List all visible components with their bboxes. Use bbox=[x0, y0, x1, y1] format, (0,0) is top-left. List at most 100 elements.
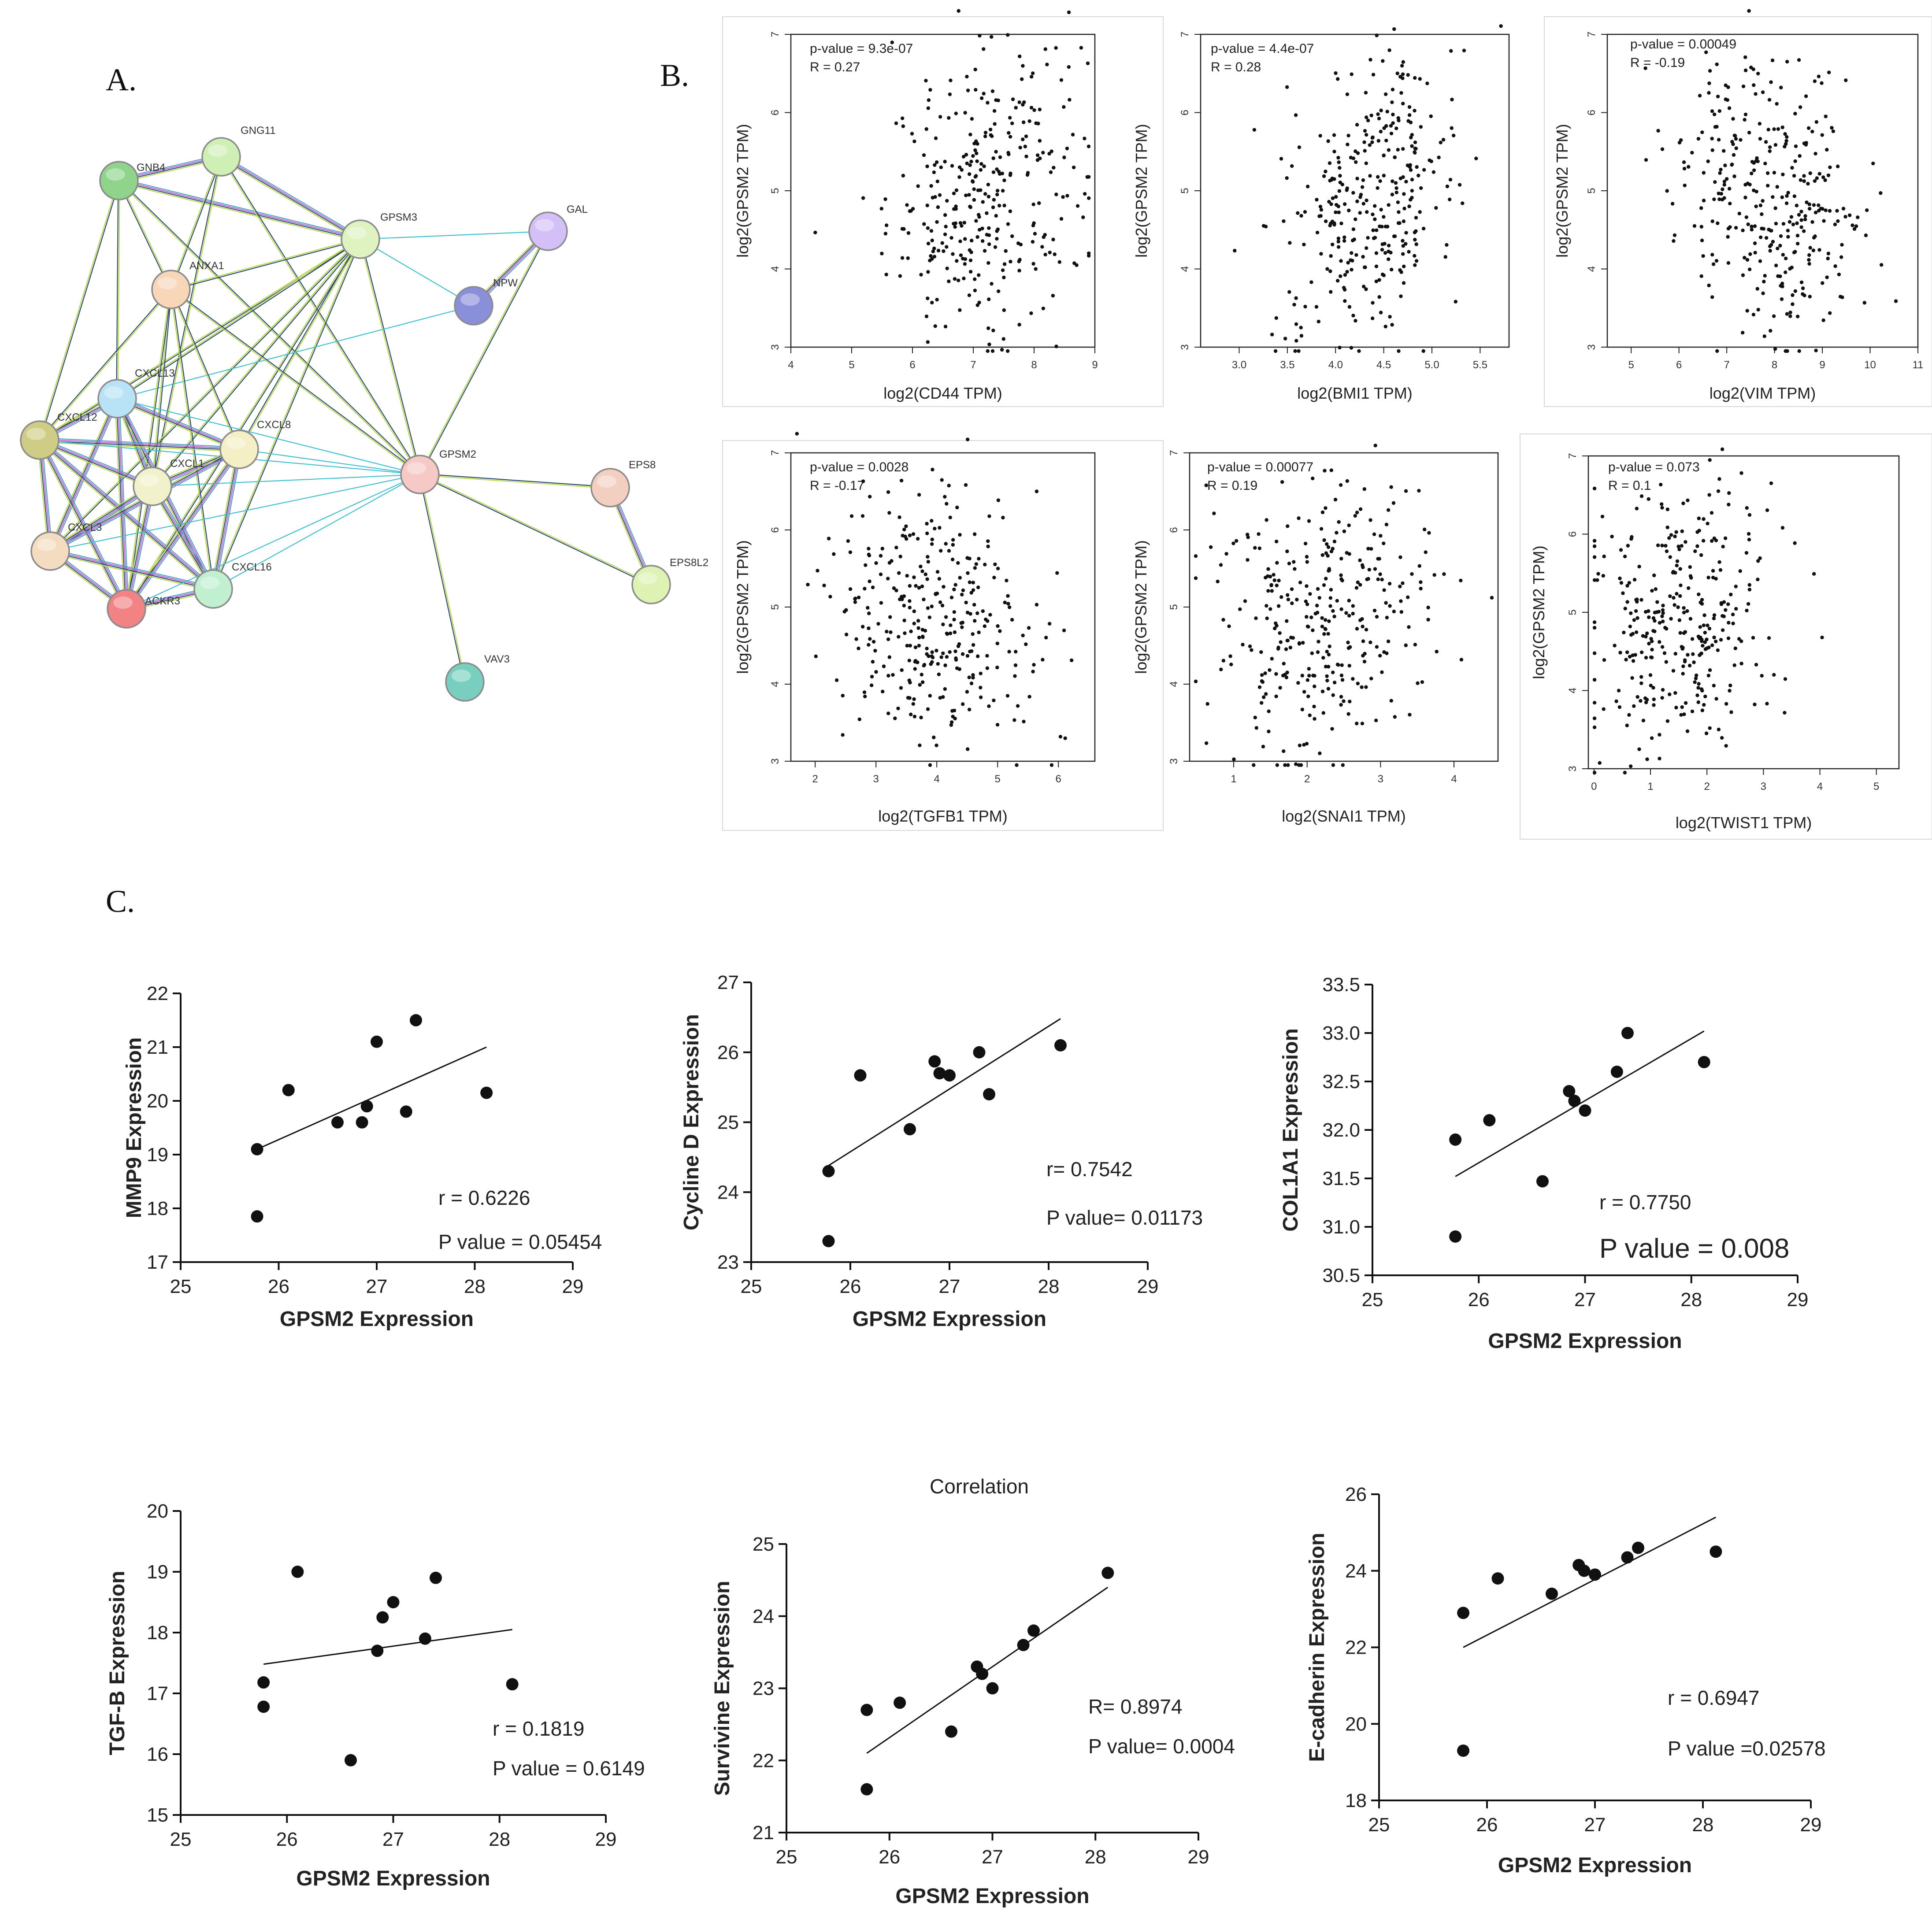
data-point bbox=[867, 643, 871, 647]
data-point bbox=[1380, 248, 1384, 252]
data-point bbox=[1298, 743, 1302, 748]
data-point bbox=[1288, 241, 1292, 245]
data-point bbox=[1253, 715, 1257, 719]
data-point bbox=[1820, 81, 1824, 85]
data-point bbox=[1865, 208, 1869, 212]
network-edge bbox=[150, 485, 216, 591]
data-point bbox=[1747, 9, 1751, 13]
data-point bbox=[1788, 314, 1792, 318]
data-point bbox=[885, 630, 889, 633]
data-point bbox=[1746, 222, 1750, 226]
fit-line bbox=[1463, 1516, 1717, 1648]
data-point bbox=[1368, 174, 1372, 178]
y-tick-label: 24 bbox=[1345, 1560, 1367, 1582]
data-point bbox=[1368, 640, 1372, 644]
data-point bbox=[1373, 236, 1377, 240]
data-point bbox=[944, 225, 948, 229]
data-points bbox=[1592, 447, 1824, 775]
data-point bbox=[1631, 632, 1635, 636]
data-point bbox=[1409, 136, 1413, 140]
data-point bbox=[926, 555, 930, 559]
data-point bbox=[1399, 270, 1403, 274]
data-point bbox=[1658, 733, 1661, 737]
data-point bbox=[1320, 616, 1324, 620]
data-point bbox=[1726, 226, 1731, 231]
data-point bbox=[1302, 743, 1306, 747]
data-point bbox=[1698, 93, 1702, 98]
data-point bbox=[1426, 618, 1430, 622]
data-point bbox=[1392, 27, 1396, 31]
y-tick-label: 22 bbox=[147, 983, 168, 1004]
data-point bbox=[1795, 241, 1800, 246]
data-point bbox=[1655, 600, 1659, 604]
x-tick-label: 6 bbox=[909, 359, 915, 371]
data-point bbox=[1303, 210, 1307, 214]
data-point bbox=[1024, 642, 1028, 646]
data-point bbox=[1290, 587, 1294, 591]
data-point bbox=[1341, 763, 1345, 767]
network-edge bbox=[49, 548, 214, 592]
data-point bbox=[1825, 275, 1829, 279]
data-point bbox=[1335, 599, 1339, 603]
data-point bbox=[866, 606, 870, 610]
data-point bbox=[945, 1725, 957, 1738]
data-point bbox=[1395, 71, 1399, 75]
network-edge bbox=[38, 289, 172, 441]
data-point bbox=[1833, 264, 1837, 268]
data-point bbox=[986, 326, 990, 330]
annotation: R = -0.19 bbox=[1630, 56, 1685, 70]
data-point bbox=[1382, 541, 1386, 545]
data-point bbox=[934, 160, 939, 164]
data-point bbox=[1010, 234, 1014, 238]
data-point bbox=[863, 694, 867, 699]
data-point bbox=[926, 296, 930, 300]
data-point bbox=[1807, 262, 1811, 266]
y-tick-label: 7 bbox=[1586, 31, 1598, 37]
data-point bbox=[1303, 541, 1308, 546]
data-point bbox=[1639, 650, 1644, 655]
data-point bbox=[1808, 295, 1812, 299]
data-point bbox=[1270, 657, 1274, 661]
data-point bbox=[1755, 287, 1759, 291]
data-point bbox=[1297, 349, 1301, 353]
data-point bbox=[1304, 599, 1308, 604]
data-point bbox=[1410, 144, 1414, 148]
data-point bbox=[1768, 249, 1772, 253]
data-point bbox=[1696, 137, 1701, 141]
data-point bbox=[995, 193, 999, 196]
data-point bbox=[928, 88, 932, 92]
data-point bbox=[1032, 221, 1036, 225]
data-point bbox=[1449, 49, 1453, 53]
data-point bbox=[1286, 597, 1290, 602]
data-point bbox=[1248, 644, 1252, 648]
data-point bbox=[1021, 137, 1025, 141]
data-point bbox=[1002, 204, 1006, 207]
data-point bbox=[1049, 149, 1053, 153]
data-point bbox=[1716, 94, 1720, 99]
data-points bbox=[822, 1039, 1067, 1248]
data-point bbox=[960, 168, 964, 172]
data-point bbox=[964, 483, 968, 487]
data-point bbox=[1295, 597, 1299, 602]
data-point bbox=[1397, 349, 1401, 353]
data-point bbox=[934, 743, 938, 748]
data-point bbox=[956, 561, 960, 565]
data-point bbox=[925, 164, 929, 168]
data-point bbox=[1033, 232, 1037, 236]
data-point bbox=[931, 655, 935, 659]
data-point bbox=[1369, 547, 1373, 551]
data-point bbox=[912, 697, 916, 701]
data-point bbox=[907, 659, 912, 663]
x-tick-label: 8 bbox=[1772, 359, 1777, 371]
data-point bbox=[1382, 650, 1386, 654]
x-tick-label: 28 bbox=[464, 1276, 486, 1297]
data-point bbox=[977, 273, 981, 277]
y-tick-label: 6 bbox=[1567, 531, 1579, 537]
data-point bbox=[900, 668, 904, 672]
data-point bbox=[1332, 177, 1336, 181]
data-point bbox=[1389, 251, 1393, 255]
data-point bbox=[1639, 598, 1643, 602]
data-point bbox=[371, 1644, 384, 1657]
data-point bbox=[1305, 742, 1309, 746]
